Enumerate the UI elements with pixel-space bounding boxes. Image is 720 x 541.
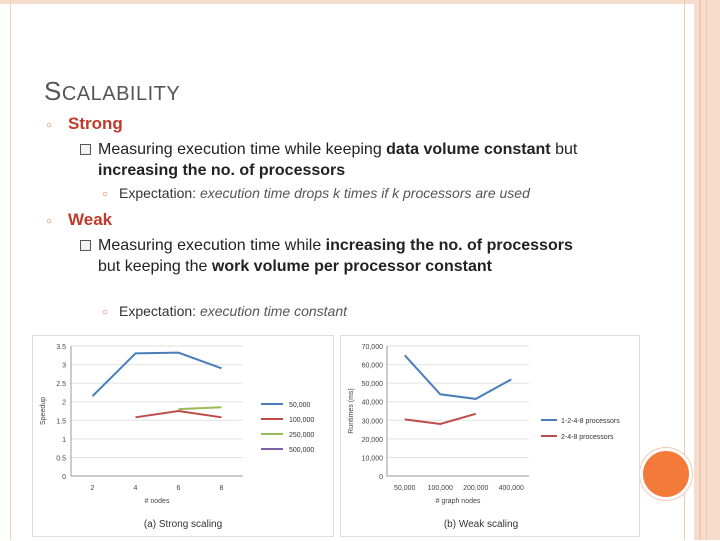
x-tick-label: 50,000: [394, 485, 416, 492]
y-tick-label: 30,000: [362, 418, 384, 425]
y-tick-label: 0.5: [56, 455, 66, 462]
slide-frame-line: [699, 0, 701, 540]
y-tick-label: 70,000: [362, 344, 384, 351]
strong-description: Measuring execution time while keeping d…: [98, 141, 578, 179]
series-line: [135, 409, 222, 419]
legend-label: 1-2-4-8 processors: [561, 418, 620, 425]
strong-scaling-chart: 0 0.5 1 1.5 2 2.5 3 3.5 2 4 6 8 # nodes Speedup 50,000…: [40, 344, 314, 530]
series-line: [404, 354, 512, 400]
y-tick-label: 1: [62, 437, 66, 444]
sub-bullet-icon: [80, 240, 91, 251]
weak-scaling-chart: 0 10,000 20,000 30,000 40,000 50,000 60,000 70,…: [348, 344, 620, 530]
x-tick-label: 8: [220, 485, 224, 492]
y-tick-label: 2: [62, 400, 66, 407]
x-tick-label: 4: [134, 485, 138, 492]
decorative-circle: [640, 448, 692, 500]
series-line: [404, 412, 477, 426]
weak-scaling-panel: 0 10,000 20,000 30,000 40,000 50,000 60,000 70,…: [340, 335, 640, 537]
slide-frame-line: [684, 0, 685, 540]
x-tick-label: 200,000: [463, 485, 488, 492]
slide-frame-top: [0, 0, 720, 4]
x-tick-label: 6: [177, 485, 181, 492]
y-tick-label: 2.5: [56, 381, 66, 388]
bullet-marker-icon: ○: [102, 189, 109, 200]
legend-label: 50,000: [289, 402, 311, 409]
y-axis-title: Runtimes (ms): [348, 388, 355, 434]
y-tick-label: 0: [379, 474, 383, 481]
legend-label: 100,000: [289, 417, 314, 424]
weak-heading: Weak: [68, 210, 113, 229]
slide-frame-right: [694, 0, 720, 540]
y-tick-label: 10,000: [362, 455, 384, 462]
y-tick-label: 60,000: [362, 363, 384, 370]
strong-heading: Strong: [68, 114, 123, 133]
strong-expectation: Expectation: execution time drops k time…: [119, 185, 530, 201]
x-tick-label: 100,000: [428, 485, 453, 492]
series-line: [178, 406, 222, 411]
x-axis-title: # nodes: [145, 498, 170, 505]
chart-caption: (a) Strong scaling: [144, 519, 222, 530]
x-tick-label: 400,000: [499, 485, 524, 492]
y-tick-label: 20,000: [362, 437, 384, 444]
bullet-marker-icon: ○: [46, 216, 53, 227]
sub-bullet-icon: [80, 144, 91, 155]
y-axis-title: Speedup: [40, 397, 47, 425]
slide-frame-left: [10, 0, 11, 540]
weak-description: Measuring execution time while increasin…: [98, 237, 573, 275]
legend-label: 2-4-8 processors: [561, 434, 614, 441]
legend-label: 250,000: [289, 432, 314, 439]
bullet-marker-icon: ○: [102, 307, 109, 318]
series-line: [91, 351, 222, 397]
y-tick-label: 1.5: [56, 418, 66, 425]
y-tick-label: 3.5: [56, 344, 66, 351]
y-tick-label: 50,000: [362, 381, 384, 388]
y-tick-label: 3: [62, 363, 66, 370]
legend-label: 500,000: [289, 447, 314, 454]
y-tick-label: 40,000: [362, 400, 384, 407]
slide-title: SCALABILITY: [44, 76, 181, 106]
bullet-marker-icon: ○: [46, 120, 53, 131]
chart-caption: (b) Weak scaling: [444, 519, 518, 530]
x-tick-label: 2: [91, 485, 95, 492]
slide-frame-line: [706, 0, 707, 540]
x-axis-title: # graph nodes: [436, 498, 481, 505]
weak-expectation: Expectation: execution time constant: [119, 303, 348, 319]
strong-scaling-panel: 0 0.5 1 1.5 2 2.5 3 3.5 2 4 6 8 # nodes Speedup 50,000…: [32, 335, 334, 537]
y-tick-label: 0: [62, 474, 66, 481]
